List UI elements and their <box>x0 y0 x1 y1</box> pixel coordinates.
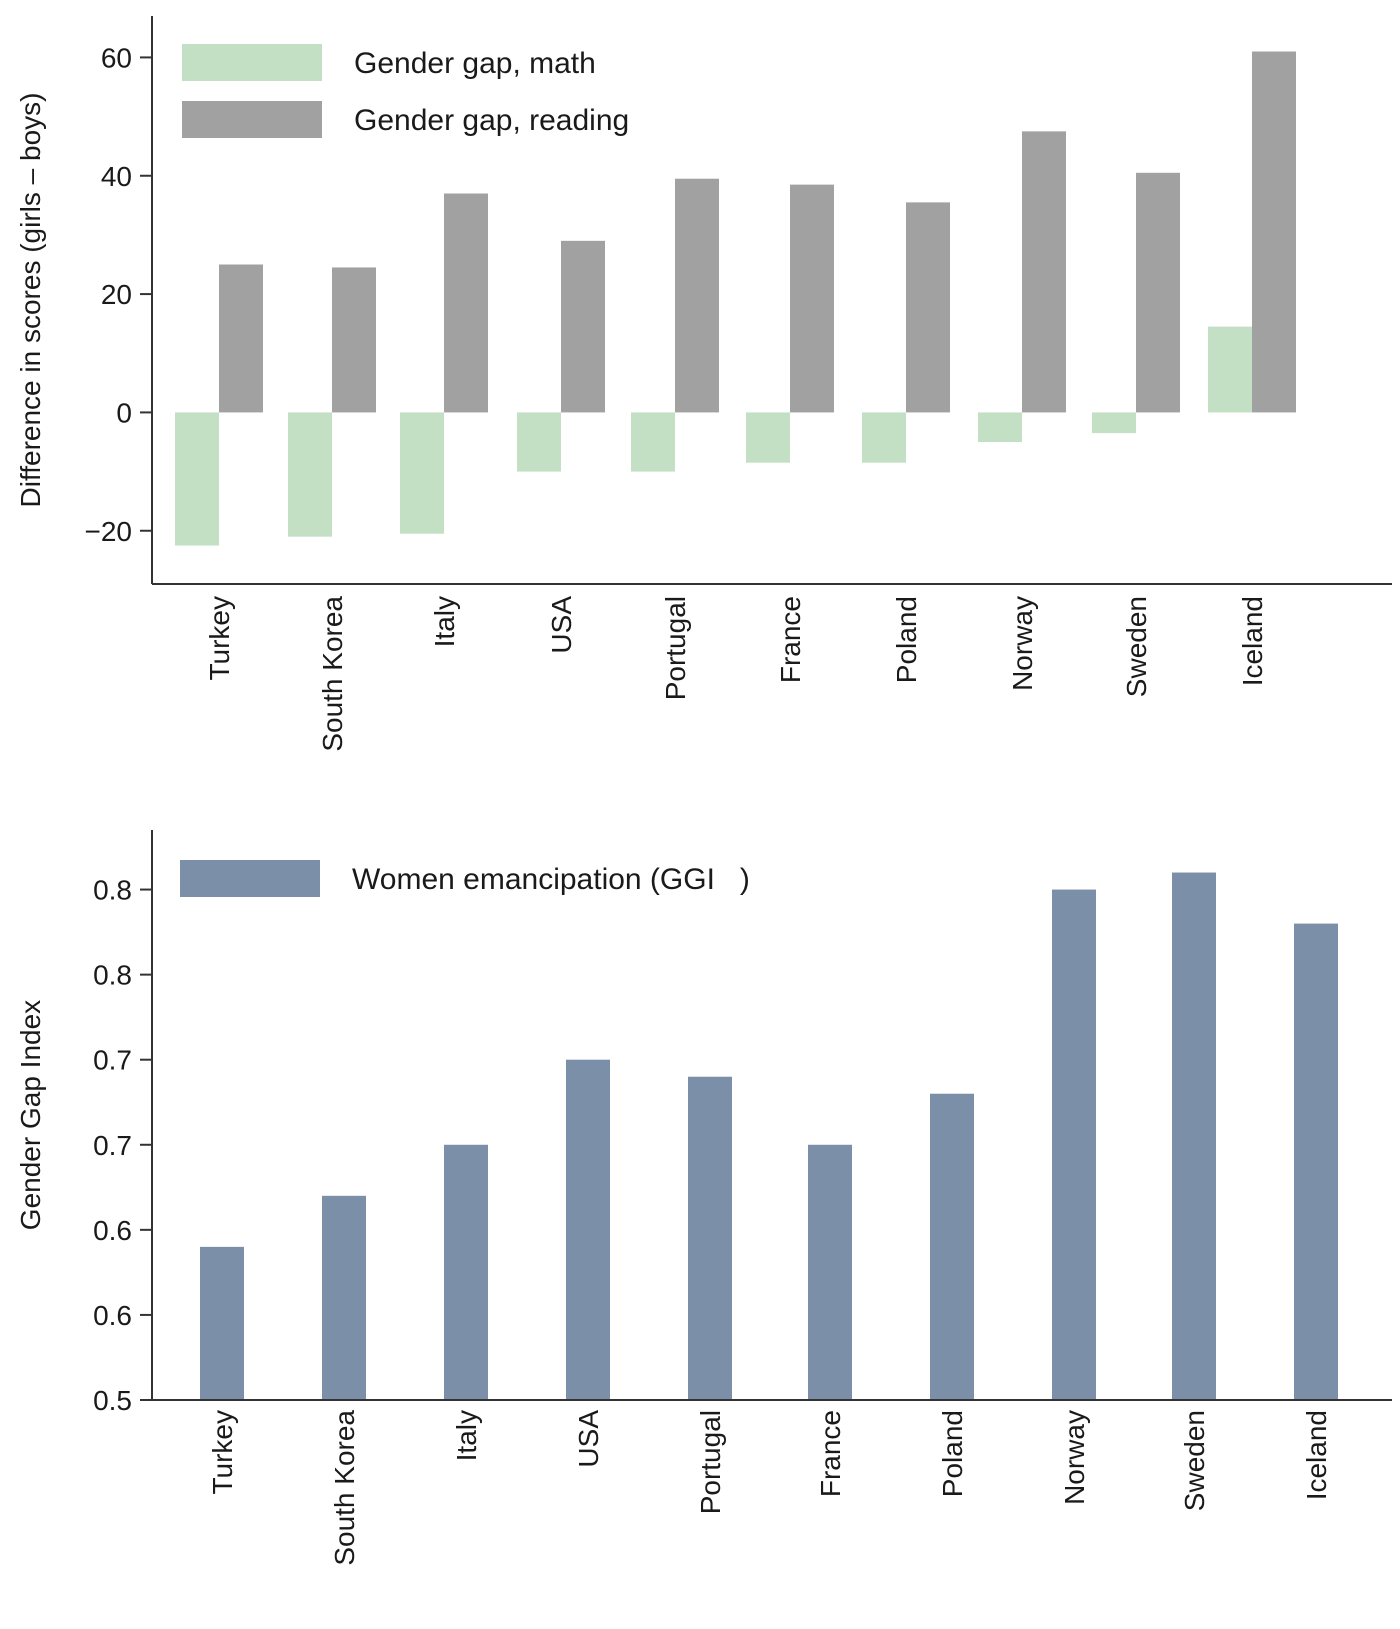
bar-women-emancipation-ggi-sweden <box>1172 872 1216 1400</box>
bar-gender-gap-math-italy <box>400 412 444 534</box>
y-tick-label: 0.6 <box>93 1215 132 1246</box>
x-tick-label-poland: Poland <box>891 596 922 683</box>
x-tick-label-france: France <box>815 1410 846 1497</box>
bar-women-emancipation-ggi-south-korea <box>322 1195 366 1400</box>
y-tick-label: 0.7 <box>93 1045 132 1076</box>
y-axis-title: Difference in scores (girls – boys) <box>15 93 46 508</box>
legend-label-women-emancipation-ggi: Women emancipation (GGI ) <box>352 863 750 896</box>
bar-gender-gap-reading-poland <box>906 202 950 413</box>
bar-gender-gap-reading-norway <box>1022 131 1066 413</box>
bar-women-emancipation-ggi-italy <box>444 1144 488 1400</box>
legend-swatch-gender-gap-reading <box>182 101 322 138</box>
bar-gender-gap-math-poland <box>862 412 906 463</box>
legend-label-gender-gap-reading: Gender gap, reading <box>354 104 629 137</box>
bar-women-emancipation-ggi-iceland <box>1294 923 1338 1400</box>
y-tick-label: 0.5 <box>93 1385 132 1416</box>
y-tick-label: 0.7 <box>93 1130 132 1161</box>
legend-swatch-women-emancipation-ggi <box>180 860 320 897</box>
x-tick-label-norway: Norway <box>1059 1410 1090 1505</box>
bar-gender-gap-reading-turkey <box>219 264 263 413</box>
y-tick-label: −20 <box>85 516 133 547</box>
y-tick-label: 0.6 <box>93 1300 132 1331</box>
bar-gender-gap-reading-france <box>790 184 834 413</box>
x-tick-label-italy: Italy <box>429 596 460 647</box>
bar-women-emancipation-ggi-poland <box>930 1093 974 1400</box>
bar-gender-gap-math-france <box>746 412 790 463</box>
bar-gender-gap-reading-usa <box>561 240 605 413</box>
x-tick-label-portugal: Portugal <box>695 1410 726 1514</box>
x-tick-label-south-korea: South Korea <box>317 596 348 752</box>
x-tick-label-italy: Italy <box>451 1410 482 1461</box>
y-tick-label: 20 <box>101 279 132 310</box>
x-tick-label-norway: Norway <box>1007 596 1038 691</box>
y-tick-label: 0.8 <box>93 875 132 906</box>
x-tick-label-france: France <box>775 596 806 683</box>
x-tick-label-sweden: Sweden <box>1121 596 1152 697</box>
bar-gender-gap-reading-south-korea <box>332 267 376 413</box>
x-tick-label-usa: USA <box>573 1410 604 1468</box>
y-tick-label: 60 <box>101 42 132 73</box>
bar-women-emancipation-ggi-usa <box>566 1059 610 1400</box>
x-tick-label-iceland: Iceland <box>1301 1410 1332 1500</box>
x-tick-label-south-korea: South Korea <box>329 1410 360 1566</box>
x-tick-label-turkey: Turkey <box>207 1410 238 1495</box>
y-tick-label: 40 <box>101 161 132 192</box>
bar-women-emancipation-ggi-portugal <box>688 1076 732 1400</box>
bar-gender-gap-math-south-korea <box>288 412 332 537</box>
bar-gender-gap-reading-portugal <box>675 178 719 413</box>
bar-gender-gap-math-turkey <box>175 412 219 546</box>
y-axis-title: Gender Gap Index <box>15 1000 46 1230</box>
x-tick-label-turkey: Turkey <box>204 596 235 681</box>
bar-gender-gap-math-iceland <box>1208 326 1252 413</box>
chart-panel-2: 0.5 0.6 0.6 0.7 0.7 0.8 0.8 Gender Gap Index Tur… <box>15 830 1392 1566</box>
chart-panel-1: −20 0 20 40 60 Difference in scores (girls – … <box>15 16 1392 752</box>
bar-women-emancipation-ggi-norway <box>1052 889 1096 1400</box>
y-tick-label: 0 <box>116 397 132 428</box>
bar-women-emancipation-ggi-france <box>808 1144 852 1400</box>
bar-gender-gap-reading-sweden <box>1136 172 1180 413</box>
bar-gender-gap-reading-iceland <box>1252 51 1296 413</box>
bar-women-emancipation-ggi-turkey <box>200 1246 244 1400</box>
bar-gender-gap-math-portugal <box>631 412 675 472</box>
x-tick-label-poland: Poland <box>937 1410 968 1497</box>
bar-gender-gap-math-usa <box>517 412 561 472</box>
bar-gender-gap-math-norway <box>978 412 1022 442</box>
x-tick-label-sweden: Sweden <box>1179 1410 1210 1511</box>
bar-gender-gap-reading-italy <box>444 193 488 413</box>
bar-gender-gap-math-sweden <box>1092 412 1136 434</box>
legend-swatch-gender-gap-math <box>182 44 322 81</box>
x-tick-label-portugal: Portugal <box>660 596 691 700</box>
legend-label-gender-gap-math: Gender gap, math <box>354 47 596 80</box>
x-tick-label-usa: USA <box>546 596 577 654</box>
x-tick-label-iceland: Iceland <box>1237 596 1268 686</box>
y-tick-label: 0.8 <box>93 960 132 991</box>
